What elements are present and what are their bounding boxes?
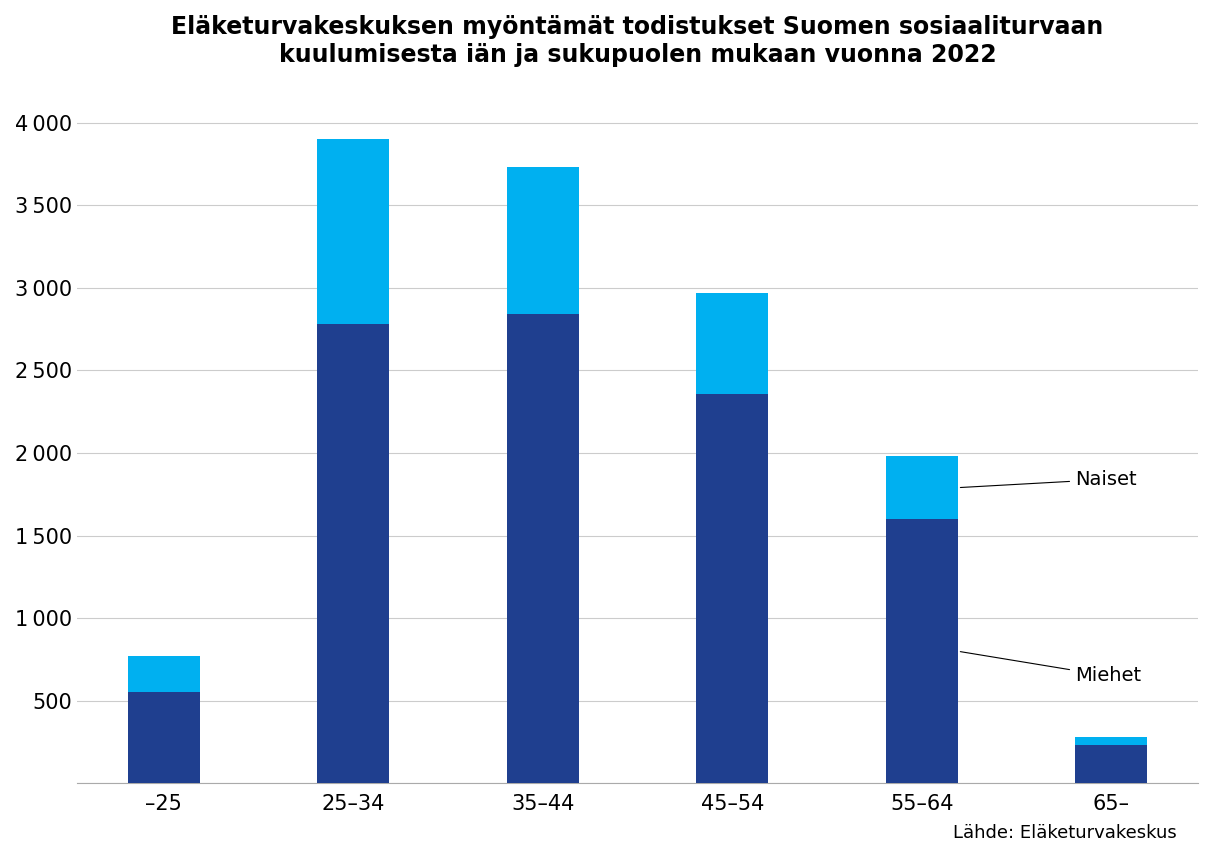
Bar xyxy=(696,293,768,393)
Bar xyxy=(1075,737,1147,746)
Bar xyxy=(885,456,957,519)
Text: Lähde: Eläketurvakeskus: Lähde: Eläketurvakeskus xyxy=(953,824,1177,842)
Bar xyxy=(696,393,768,784)
Bar xyxy=(507,314,579,784)
Text: Naiset: Naiset xyxy=(961,470,1137,489)
Bar xyxy=(318,324,389,784)
Bar xyxy=(885,519,957,784)
Text: Miehet: Miehet xyxy=(961,651,1141,685)
Bar xyxy=(127,692,200,784)
Title: Eläketurvakeskuksen myöntämät todistukset Suomen sosiaaliturvaan
kuulumisesta iä: Eläketurvakeskuksen myöntämät todistukse… xyxy=(171,15,1104,67)
Bar xyxy=(127,656,200,692)
Bar xyxy=(318,139,389,324)
Bar xyxy=(1075,746,1147,784)
Bar xyxy=(507,168,579,314)
